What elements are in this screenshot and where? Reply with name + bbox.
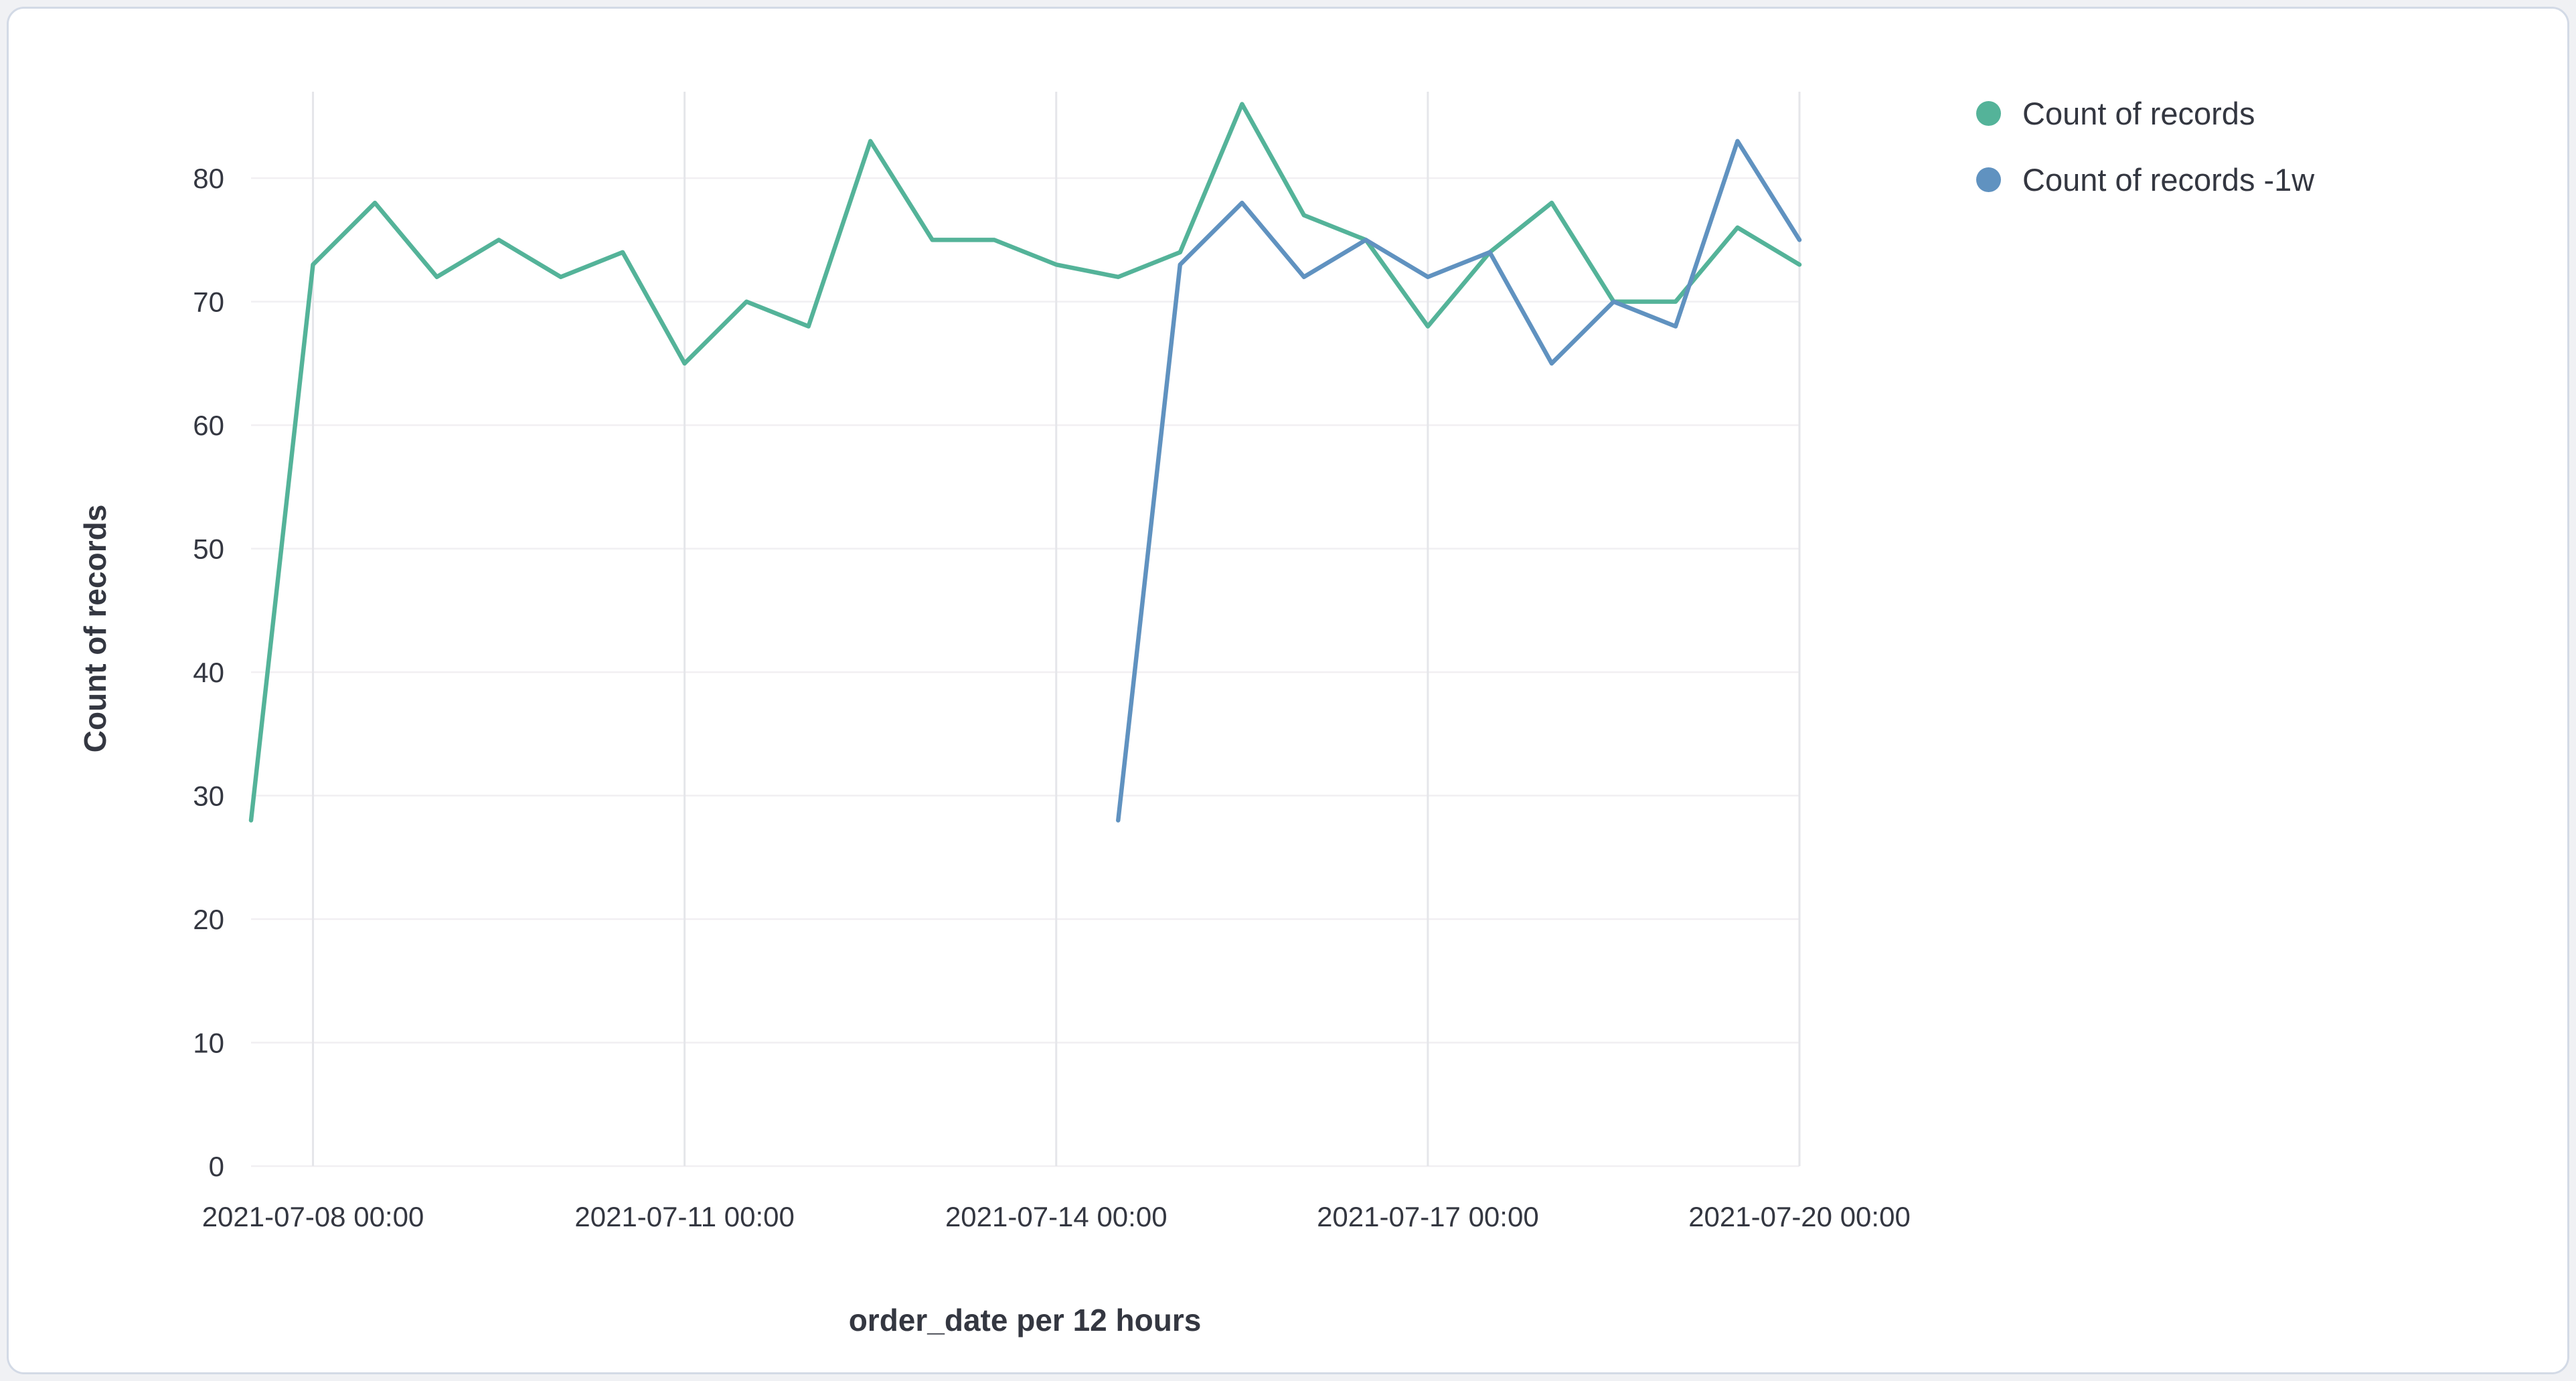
y-tick-label: 20 bbox=[193, 904, 224, 935]
x-tick-label: 2021-07-14 00:00 bbox=[945, 1201, 1168, 1232]
legend-item-count-of-records[interactable]: Count of records bbox=[1976, 95, 2314, 132]
y-tick-label: 30 bbox=[193, 781, 224, 812]
legend-swatch-count-of-records bbox=[1976, 101, 2001, 126]
y-tick-label: 10 bbox=[193, 1028, 224, 1059]
y-tick-label: 40 bbox=[193, 657, 224, 688]
y-tick-label: 60 bbox=[193, 410, 224, 441]
x-tick-label: 2021-07-20 00:00 bbox=[1688, 1201, 1911, 1232]
series-line-0 bbox=[248, 102, 1802, 823]
legend-item-count-of-records-1w[interactable]: Count of records -1w bbox=[1976, 161, 2314, 198]
y-tick-label: 0 bbox=[209, 1151, 224, 1182]
y-axis-title: Count of records bbox=[78, 504, 112, 753]
x-axis-title: order_date per 12 hours bbox=[848, 1303, 1202, 1337]
x-tick-label: 2021-07-11 00:00 bbox=[574, 1201, 795, 1232]
y-tick-label: 80 bbox=[193, 163, 224, 194]
y-tick-label: 50 bbox=[193, 534, 224, 565]
legend: Count of records Count of records -1w bbox=[1976, 95, 2314, 198]
legend-swatch-count-of-records-1w bbox=[1976, 167, 2001, 192]
legend-label-count-of-records: Count of records bbox=[2022, 96, 2255, 131]
y-tick-label: 70 bbox=[193, 287, 224, 318]
legend-label-count-of-records-1w: Count of records -1w bbox=[2022, 162, 2315, 197]
series-line-1 bbox=[1116, 139, 1802, 823]
chart-card bbox=[7, 7, 2569, 1374]
x-tick-label: 2021-07-08 00:00 bbox=[202, 1201, 424, 1232]
x-tick-label: 2021-07-17 00:00 bbox=[1317, 1201, 1539, 1232]
